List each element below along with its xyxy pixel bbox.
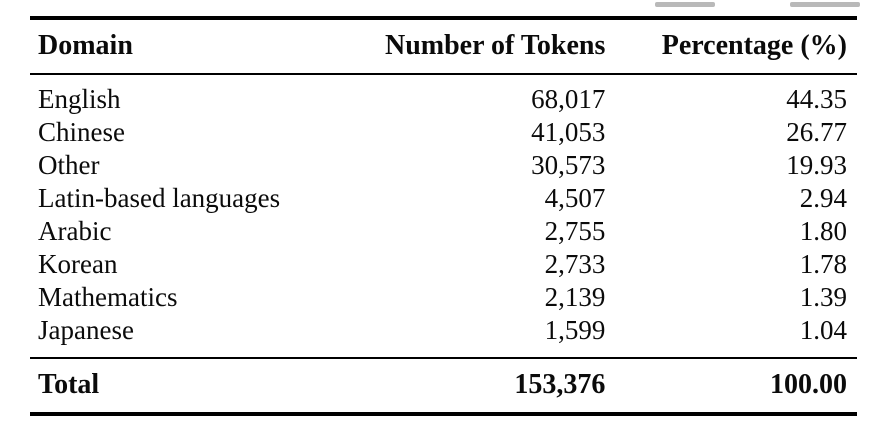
cell-percentage: 1.78 xyxy=(799,249,847,279)
table-row: Japanese 1,599 1.04 xyxy=(30,314,857,358)
cropped-text-artifact xyxy=(790,2,860,7)
cell-tokens: 1,599 xyxy=(544,315,606,345)
table-body: English 68,017 44.35 Chinese 41,053 26.7… xyxy=(30,74,857,358)
col-header-tokens: Number of Tokens xyxy=(384,18,606,75)
cell-tokens: 2,733 xyxy=(544,249,606,279)
cell-percentage: 19.93 xyxy=(786,150,847,180)
cell-percentage: 44.35 xyxy=(786,84,847,114)
cell-domain: English xyxy=(38,84,121,114)
table-row: Latin-based languages 4,507 2.94 xyxy=(30,182,857,215)
token-distribution-table-wrapper: Domain Number of Tokens Percentage (%) E… xyxy=(30,16,857,416)
cell-domain: Mathematics xyxy=(38,282,178,312)
cell-tokens: 2,139 xyxy=(544,282,606,312)
cell-percentage: 1.04 xyxy=(799,315,847,345)
table-row: Chinese 41,053 26.77 xyxy=(30,116,857,149)
cell-domain: Japanese xyxy=(38,315,134,345)
cell-tokens: 2,755 xyxy=(544,216,606,246)
cell-tokens: 4,507 xyxy=(544,183,606,213)
cell-tokens: 30,573 xyxy=(531,150,606,180)
total-tokens: 153,376 xyxy=(384,357,606,414)
col-header-percentage: Percentage (%) xyxy=(605,18,857,75)
header-row: Domain Number of Tokens Percentage (%) xyxy=(30,18,857,75)
cell-tokens: 41,053 xyxy=(531,117,606,147)
table-row: Mathematics 2,139 1.39 xyxy=(30,281,857,314)
table-header: Domain Number of Tokens Percentage (%) xyxy=(30,18,857,75)
table-row: English 68,017 44.35 xyxy=(30,74,857,116)
total-percentage: 100.00 xyxy=(605,357,857,414)
table-row: Korean 2,733 1.78 xyxy=(30,248,857,281)
cell-tokens: 68,017 xyxy=(531,84,606,114)
total-label: Total xyxy=(30,357,385,414)
cell-percentage: 26.77 xyxy=(786,117,847,147)
total-row: Total 153,376 100.00 xyxy=(30,357,857,414)
col-header-domain: Domain xyxy=(30,18,385,75)
cropped-text-artifact xyxy=(655,2,715,7)
table-row: Other 30,573 19.93 xyxy=(30,149,857,182)
table-row: Arabic 2,755 1.80 xyxy=(30,215,857,248)
cell-domain: Chinese xyxy=(38,117,125,147)
cell-domain: Other xyxy=(38,150,100,180)
cell-percentage: 1.80 xyxy=(799,216,847,246)
token-distribution-table: Domain Number of Tokens Percentage (%) E… xyxy=(30,16,857,416)
table-footer: Total 153,376 100.00 xyxy=(30,357,857,414)
cell-percentage: 1.39 xyxy=(799,282,847,312)
cell-domain: Korean xyxy=(38,249,118,279)
cell-domain: Arabic xyxy=(38,216,112,246)
cell-percentage: 2.94 xyxy=(799,183,847,213)
cell-domain: Latin-based languages xyxy=(38,183,281,213)
